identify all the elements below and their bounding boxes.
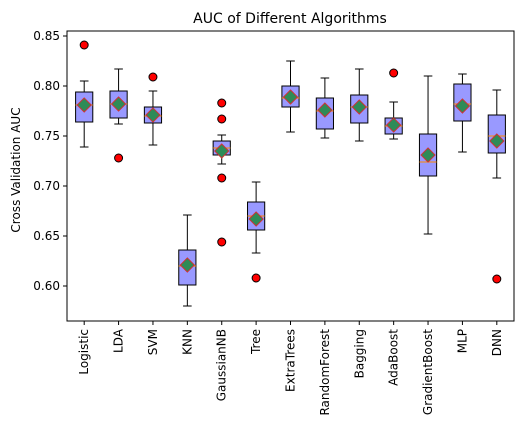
outlier-adaboost-0 [389, 68, 399, 78]
x-tick-label-lda: LDA [112, 328, 126, 353]
outlier-svm-0 [148, 72, 158, 82]
x-tick-label-dnn: DNN [490, 329, 504, 356]
y-tick-label: 0.65 [33, 229, 60, 243]
box-extratrees [281, 60, 300, 133]
y-tick-label: 0.60 [33, 279, 60, 293]
y-tick-label: 0.75 [33, 129, 60, 143]
mean-marker-logistic [76, 97, 92, 113]
plot-area [75, 40, 506, 307]
mean-marker-lda [110, 96, 127, 112]
chart-title: AUC of Different Algorithms [193, 11, 387, 27]
box-randomforest [315, 77, 334, 139]
box-knn [178, 214, 197, 307]
mean-marker-svm [145, 107, 161, 123]
mean-marker-gradientboost [420, 147, 436, 163]
x-tick-label-extratrees: ExtraTrees [284, 329, 298, 392]
mean-marker-knn [179, 257, 196, 273]
box-gaussiannb [212, 98, 231, 247]
x-tick-label-adaboost: AdaBoost [387, 329, 401, 386]
x-axis-ticks: Logistic LDA SVM KNN GaussianNB Tree ExtraTree… [77, 321, 504, 416]
x-tick-label-svm: SVM [146, 329, 160, 355]
box-gradientboost [418, 75, 438, 235]
y-tick-label: 0.80 [33, 79, 60, 93]
box-dnn [487, 89, 506, 284]
mean-marker-mlp [454, 98, 471, 114]
outlier-gaussiannb-1 [217, 114, 227, 124]
x-tick-label-randomforest: RandomForest [318, 329, 332, 416]
mean-marker-tree [248, 211, 264, 227]
box-svm [143, 72, 163, 146]
y-axis-ticks: 0.60 0.65 0.70 0.75 0.80 0.85 [33, 29, 67, 293]
y-tick-label: 0.70 [33, 179, 60, 193]
y-axis-label: Cross Validation AUC [9, 107, 23, 232]
outlier-gaussiannb-3 [217, 237, 227, 247]
box-logistic [75, 40, 94, 148]
mean-marker-randomforest [317, 102, 333, 118]
x-tick-label-gradientboost: GradientBoost [421, 329, 435, 415]
x-tick-label-gaussiannb: GaussianNB [215, 329, 229, 401]
outlier-logistic-0 [79, 40, 89, 50]
x-tick-label-knn: KNN [180, 329, 194, 355]
outlier-tree-0 [251, 273, 261, 283]
mean-marker-gaussiannb [214, 143, 230, 159]
mean-marker-dnn [489, 133, 505, 149]
x-tick-label-logistic: Logistic [77, 329, 91, 375]
x-tick-label-mlp: MLP [455, 329, 469, 353]
mean-marker-adaboost [385, 117, 402, 133]
y-tick-label: 0.85 [33, 29, 60, 43]
box-bagging [350, 68, 369, 142]
box-tree [247, 181, 266, 283]
mean-marker-extratrees [282, 89, 299, 105]
box-adaboost [384, 68, 403, 140]
x-tick-label-bagging: Bagging [352, 329, 366, 378]
outlier-gaussiannb-0 [217, 98, 227, 108]
mean-marker-bagging [351, 99, 367, 115]
outlier-dnn-0 [492, 274, 502, 284]
outlier-gaussiannb-2 [217, 173, 227, 183]
box-mlp [453, 73, 472, 153]
outlier-lda-0 [114, 153, 124, 163]
box-lda [109, 68, 128, 163]
x-tick-label-tree: Tree [249, 329, 263, 355]
